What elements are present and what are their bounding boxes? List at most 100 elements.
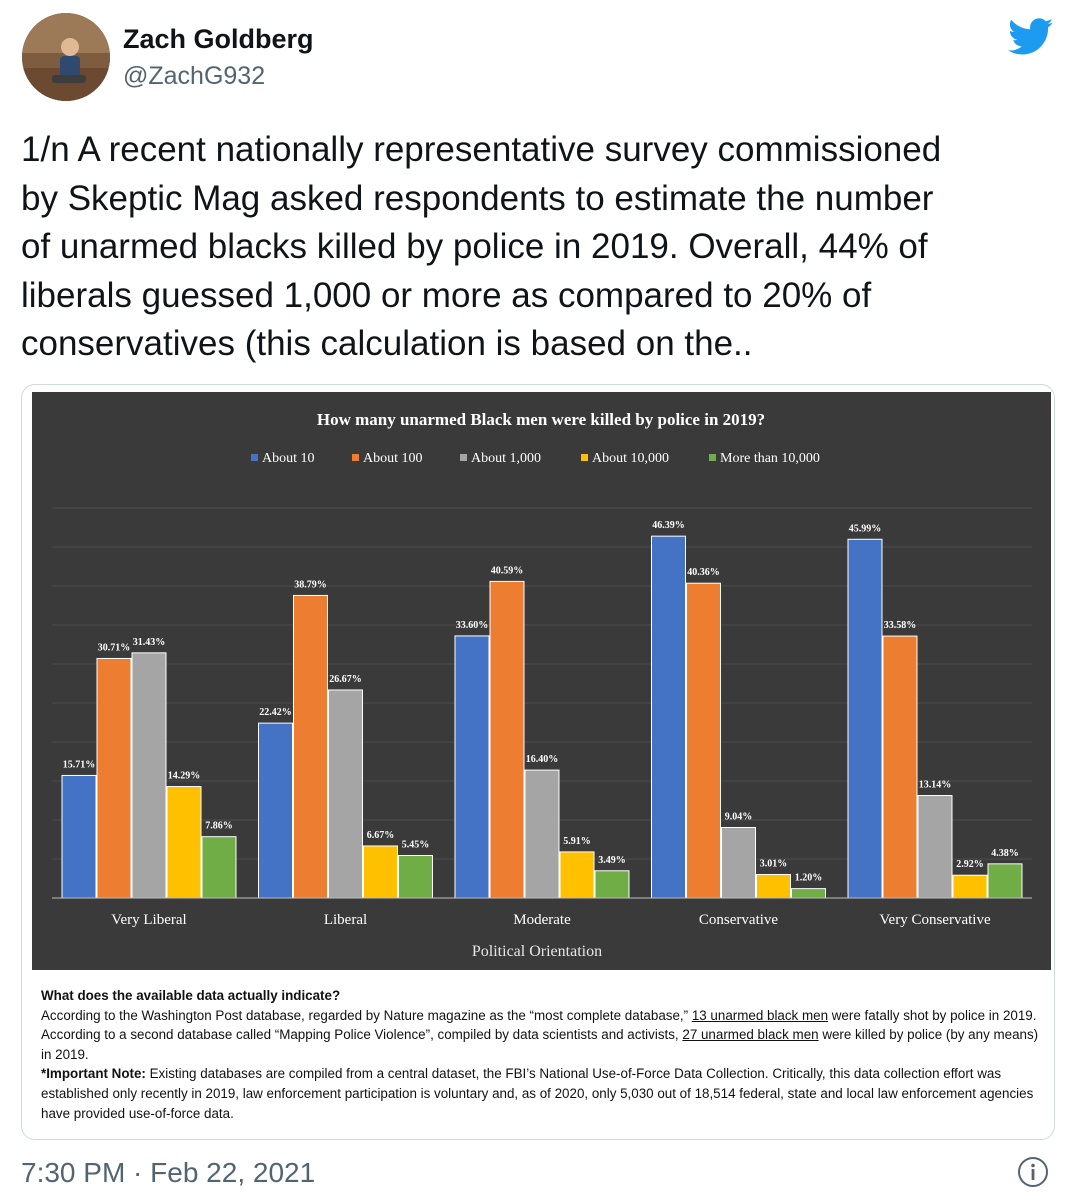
bar-value-label: 1.20% (795, 873, 823, 884)
category-label: Moderate (513, 912, 571, 928)
important-note-label: *Important Note: (41, 1066, 146, 1082)
bar-value-label: 22.42% (259, 707, 292, 718)
avatar-photo (22, 13, 110, 101)
bar (917, 795, 953, 899)
bar (721, 826, 756, 899)
bar (293, 594, 328, 899)
bar (363, 845, 398, 899)
note-text: According to the Washington Post databas… (41, 1007, 692, 1023)
legend-swatch (352, 454, 359, 461)
legend-swatch (251, 454, 258, 461)
bar-value-label: 40.59% (491, 565, 524, 576)
bar-value-label: 38.79% (294, 579, 327, 590)
note-link-mpv[interactable]: 27 unarmed black men (682, 1027, 819, 1043)
legend-item: About 10 (251, 451, 315, 466)
twitter-bird-icon[interactable] (1008, 18, 1054, 56)
tweet-timestamp[interactable]: 7:30 PM · Feb 22, 2021 (21, 1157, 316, 1188)
legend-label: About 10,000 (592, 451, 669, 466)
tweet-text: 1/n A recent nationally representative s… (21, 126, 1061, 369)
bar-value-label: 3.01% (760, 859, 788, 870)
note-link-wapo[interactable]: 13 unarmed black men (691, 1007, 829, 1023)
bar-value-label: 2.92% (956, 859, 984, 870)
bar-value-label: 4.38% (991, 848, 1019, 859)
legend-label: More than 10,000 (720, 451, 820, 466)
note-paragraph-1: According to the Washington Post databas… (41, 1006, 1041, 1065)
legend-item: About 10,000 (581, 451, 669, 466)
info-icon[interactable] (1017, 1156, 1049, 1188)
bar (398, 854, 433, 899)
bar (686, 582, 721, 899)
legend-item: More than 10,000 (709, 451, 820, 466)
bar (489, 580, 525, 899)
x-axis-label: Political Orientation (472, 943, 602, 960)
note-block: What does the available data actually in… (41, 986, 1041, 1123)
note-heading: What does the available data actually in… (41, 988, 341, 1003)
bar (882, 635, 918, 899)
bar (791, 888, 826, 899)
note-text: were fatally shot by police in 2019. Acc… (41, 1007, 1037, 1043)
legend-swatch (460, 454, 467, 461)
bar (61, 774, 97, 899)
legend-item: About 100 (352, 451, 423, 466)
bar (651, 535, 686, 899)
bar (131, 652, 167, 899)
bar-value-label: 16.40% (526, 754, 559, 765)
bar-value-label: 3.49% (598, 855, 626, 866)
chart-svg: How many unarmed Black men were killed b… (52, 410, 1032, 960)
bar (258, 722, 293, 899)
category-label: Very Liberal (111, 912, 186, 928)
tweet-line: conservatives (this calculation is based… (21, 324, 753, 363)
legend-item: About 1,000 (460, 451, 541, 466)
legend-label: About 1,000 (471, 451, 541, 466)
chart-data-labels: 15.71% 30.71%31.43% 14.29% 7.86% 22.42% 38.79… (63, 520, 1019, 883)
bar-value-label: 15.71% (63, 759, 96, 770)
bar (328, 689, 363, 899)
legend-swatch (709, 454, 716, 461)
bar-value-label: 33.60% (456, 620, 489, 631)
tweet-line: 1/n A recent nationally representative s… (21, 130, 942, 169)
tweet-line: liberals guessed 1,000 or more as compar… (21, 275, 872, 315)
bar (524, 769, 560, 899)
category-label: Liberal (324, 912, 367, 928)
bar-value-label: 26.67% (329, 674, 362, 685)
bar (166, 786, 202, 899)
bar (201, 836, 237, 899)
chart-title: How many unarmed Black men were killed b… (317, 410, 765, 429)
author-handle[interactable]: @ZachG932 (123, 62, 266, 90)
note-paragraph-2: *Important Note: Existing databases are … (41, 1064, 1041, 1123)
note-text: were killed by police (by any means) in … (41, 1027, 1039, 1062)
author-avatar[interactable] (22, 13, 110, 101)
bar-value-label: 5.91% (563, 836, 591, 847)
bar-value-label: 14.29% (168, 771, 201, 782)
legend-swatch (581, 454, 588, 461)
bar-chart: How many unarmed Black men were killed b… (32, 392, 1051, 970)
bar-value-label: 46.39% (652, 520, 685, 531)
bar-value-label: 13.14% (919, 780, 952, 791)
bar (96, 657, 132, 899)
bar (987, 863, 1023, 899)
media-card[interactable]: How many unarmed Black men were killed b… (21, 384, 1055, 1140)
note-text: Existing databases are compiled from a c… (41, 1066, 1034, 1121)
bar (952, 874, 988, 899)
category-label: Conservative (699, 912, 778, 928)
bar-value-label: 7.86% (205, 821, 233, 832)
bar-value-label: 6.67% (367, 830, 395, 841)
bar (594, 870, 630, 899)
bar-value-label: 5.45% (402, 839, 430, 850)
chart-bars (61, 535, 1023, 899)
author-name[interactable]: Zach Goldberg (123, 24, 314, 54)
bar-value-label: 45.99% (849, 523, 882, 534)
bar (847, 538, 883, 899)
legend-label: About 100 (363, 451, 423, 466)
category-label: Very Conservative (879, 912, 991, 928)
tweet-line: of unarmed blacks killed by police in 20… (21, 227, 928, 266)
bar-value-label: 9.04% (725, 811, 753, 822)
bar-value-label: 30.71% (98, 642, 131, 653)
bar (559, 851, 595, 899)
bar (454, 635, 490, 899)
bar-value-label: 40.36% (687, 567, 720, 578)
bar-value-label: 33.58% (884, 620, 917, 631)
bar-value-label: 31.43% (133, 637, 166, 648)
legend-label: About 10 (262, 451, 315, 466)
tweet-line: by Skeptic Mag asked respondents to esti… (21, 178, 934, 218)
